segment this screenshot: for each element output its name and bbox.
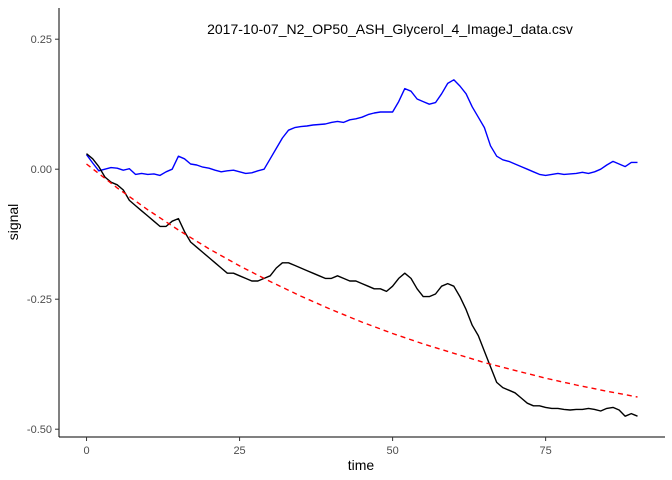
x-tick-label: 50 xyxy=(386,445,398,457)
x-axis-title: time xyxy=(348,457,375,473)
series-line-2 xyxy=(86,153,638,417)
y-axis-title: signal xyxy=(5,204,21,241)
x-tick-label: 25 xyxy=(233,445,245,457)
chart-title: 2017-10-07_N2_OP50_ASH_Glycerol_4_ImageJ… xyxy=(207,21,573,37)
x-axis-ticks: 0 25 50 75 xyxy=(83,437,552,457)
series-line-3 xyxy=(86,163,638,398)
y-axis-ticks: -0.50 -0.25 0.00 0.25 xyxy=(27,34,59,436)
y-tick-label: 0.00 xyxy=(31,164,52,176)
series-layer xyxy=(85,79,638,417)
x-tick-label: 75 xyxy=(540,445,552,457)
series-line-1 xyxy=(85,79,638,177)
y-tick-label: -0.50 xyxy=(27,424,52,436)
y-tick-label: 0.25 xyxy=(31,34,52,46)
x-tick-label: 0 xyxy=(83,445,89,457)
y-tick-label: -0.25 xyxy=(27,294,52,306)
